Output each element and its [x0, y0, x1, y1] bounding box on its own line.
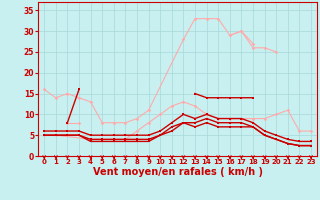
X-axis label: Vent moyen/en rafales ( km/h ): Vent moyen/en rafales ( km/h ): [92, 167, 263, 177]
